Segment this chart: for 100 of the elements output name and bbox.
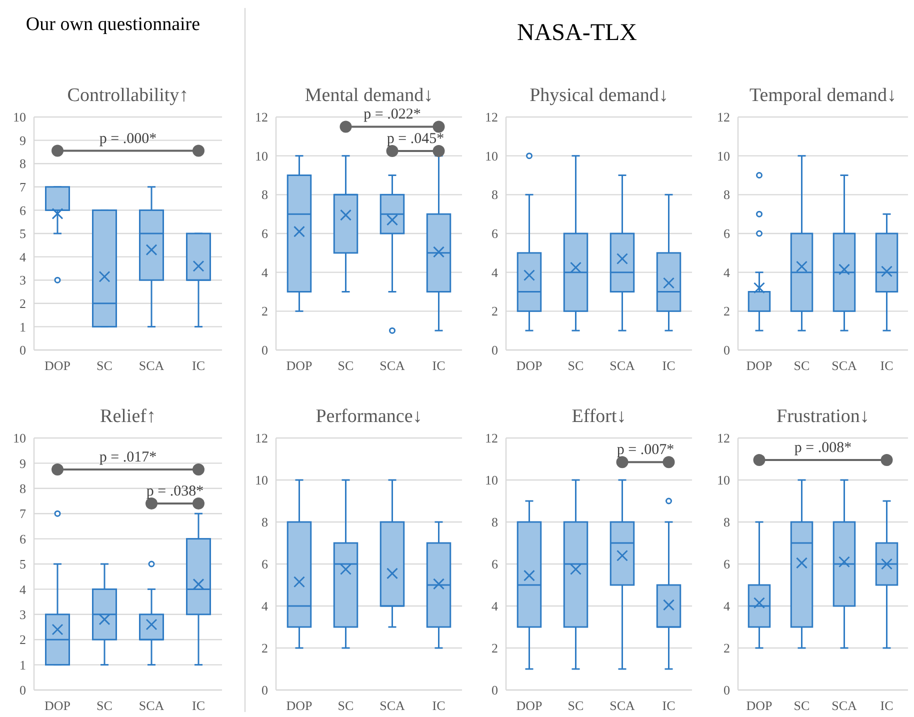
x-tick-label: IC [662, 358, 676, 373]
x-tick-label: IC [880, 358, 894, 373]
x-tick-label: SCA [138, 698, 165, 713]
y-tick-label: 6 [20, 202, 26, 218]
y-tick-label: 8 [724, 187, 730, 202]
y-tick-label: 10 [485, 472, 498, 488]
y-tick-label: 4 [492, 598, 498, 614]
x-tick-label: SC [338, 358, 354, 373]
y-tick-label: 1 [20, 657, 26, 672]
y-tick-label: 0 [262, 342, 268, 358]
x-tick-label: DOP [286, 358, 312, 373]
chart-title: Physical demand↓ [530, 85, 668, 106]
y-tick-label: 12 [255, 110, 268, 125]
x-tick-label: DOP [746, 698, 772, 713]
x-tick-label: IC [880, 698, 894, 713]
x-tick-label: DOP [516, 698, 542, 713]
y-tick-label: 2 [20, 296, 26, 311]
y-tick-label: 2 [492, 304, 498, 319]
y-tick-label: 2 [262, 640, 268, 656]
y-tick-label: 2 [492, 640, 498, 656]
y-tick-label: 8 [20, 156, 26, 172]
y-tick-label: 10 [717, 148, 730, 164]
y-tick-label: 9 [20, 132, 26, 148]
x-tick-label: SCA [610, 358, 636, 373]
y-tick-label: 2 [724, 304, 730, 319]
y-tick-label: 2 [20, 632, 26, 648]
y-tick-label: 4 [262, 264, 268, 280]
annotation: p = .038* [146, 484, 204, 500]
y-tick-label: 9 [20, 456, 26, 471]
y-tick-label: 12 [255, 430, 268, 446]
y-tick-label: 8 [262, 187, 268, 202]
x-tick-label: SCA [380, 698, 406, 713]
x-tick-label: SCA [610, 698, 636, 713]
y-tick-label: 8 [20, 480, 26, 496]
y-tick-label: 4 [20, 249, 26, 264]
chart-title: Controllability↑ [67, 85, 189, 106]
x-tick-label: SCA [832, 698, 858, 713]
y-tick-label: 3 [20, 272, 26, 288]
x-tick-label: DOP [44, 698, 71, 713]
x-tick-label: IC [432, 358, 446, 373]
y-tick-label: 0 [20, 342, 26, 358]
y-tick-label: 6 [492, 226, 498, 242]
y-tick-label: 12 [485, 110, 498, 125]
chart-title: Relief↑ [100, 406, 156, 427]
y-tick-label: 4 [492, 264, 498, 280]
y-tick-label: 6 [724, 226, 730, 242]
y-tick-label: 4 [262, 598, 268, 614]
x-tick-label: SC [338, 698, 354, 713]
x-tick-label: SC [568, 698, 584, 713]
y-tick-label: 10 [255, 472, 268, 488]
y-tick-label: 7 [20, 506, 26, 522]
annotation: p = .000* [99, 130, 157, 147]
y-tick-label: 10 [13, 110, 26, 125]
y-tick-label: 6 [262, 556, 268, 572]
chart-title: Temporal demand↓ [750, 85, 896, 106]
y-tick-label: 12 [717, 110, 730, 125]
y-tick-label: 4 [724, 598, 730, 614]
chart-title: Frustration↓ [776, 406, 870, 427]
y-tick-label: 0 [492, 342, 498, 358]
y-tick-label: 10 [717, 472, 730, 488]
y-tick-label: 8 [492, 514, 498, 530]
y-tick-label: 12 [717, 430, 730, 446]
y-tick-label: 7 [20, 179, 26, 194]
x-tick-label: SCA [832, 358, 858, 373]
y-tick-label: 2 [724, 640, 730, 656]
y-tick-label: 4 [20, 582, 26, 597]
annotation: p = .017* [99, 450, 157, 466]
y-tick-label: 4 [724, 264, 730, 280]
text: NASA-TLX [517, 20, 637, 46]
annotation: p = .007* [616, 442, 674, 458]
y-tick-label: 5 [20, 226, 26, 242]
chart-title: Effort↓ [572, 406, 626, 427]
x-tick-label: SC [96, 358, 112, 373]
y-tick-label: 8 [262, 514, 268, 530]
y-tick-label: 12 [485, 430, 498, 446]
annotation: p = .008* [794, 440, 852, 456]
x-tick-label: SC [568, 358, 584, 373]
y-tick-label: 6 [262, 226, 268, 242]
y-tick-label: 5 [20, 556, 26, 572]
x-tick-label: IC [662, 698, 676, 713]
chart-title: Mental demand↓ [304, 85, 434, 106]
y-tick-label: 10 [485, 148, 498, 164]
x-tick-label: SC [96, 698, 112, 713]
chart-title: Performance↓ [316, 406, 422, 427]
y-tick-label: 0 [724, 342, 730, 358]
x-tick-label: IC [432, 698, 446, 713]
y-tick-label: 8 [724, 514, 730, 530]
y-tick-label: 0 [262, 682, 268, 698]
y-tick-label: 6 [492, 556, 498, 572]
text: Our own questionnaire [26, 14, 200, 35]
x-tick-label: DOP [44, 358, 71, 373]
y-tick-label: 0 [492, 682, 498, 698]
x-tick-label: DOP [516, 358, 542, 373]
y-tick-label: 0 [20, 682, 26, 698]
y-tick-label: 8 [492, 187, 498, 202]
y-tick-label: 2 [262, 304, 268, 319]
y-tick-label: 1 [20, 319, 26, 334]
annotation: p = .022* [364, 106, 421, 123]
y-tick-label: 6 [724, 556, 730, 572]
y-tick-label: 6 [20, 531, 26, 546]
